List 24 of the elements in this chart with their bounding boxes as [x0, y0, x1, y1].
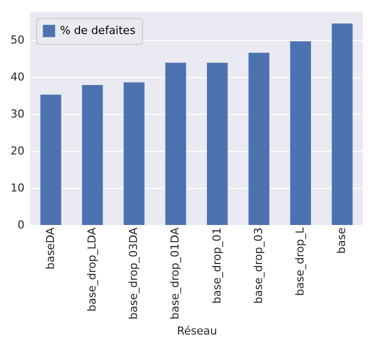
x-tick-label: base_drop_01 — [210, 228, 224, 304]
bar — [248, 52, 270, 225]
x-tick-label: base_drop_03DA — [127, 227, 140, 320]
bar — [290, 41, 311, 225]
x-tick-label: base_drop_L — [294, 226, 307, 296]
bar — [124, 82, 144, 225]
x-tick-label: baseDA — [44, 227, 57, 270]
bar — [40, 94, 62, 225]
y-tick-label: 50 — [10, 33, 24, 46]
bar — [165, 62, 186, 225]
x-tick-label: base_drop_03 — [252, 228, 265, 304]
y-tick-label: 30 — [10, 107, 24, 120]
bar — [82, 84, 103, 225]
x-tick-label: base — [335, 227, 348, 254]
x-axis-title: Réseau — [176, 324, 218, 338]
bar — [332, 23, 353, 225]
bar — [206, 62, 228, 225]
x-tick-label: base_drop_01DA — [168, 227, 182, 320]
y-tick-label: 20 — [10, 144, 24, 158]
y-tick-label: 40 — [10, 70, 24, 84]
legend-label: % de defaites — [60, 24, 136, 37]
x-tick-label: base_drop_LDA — [85, 227, 98, 312]
y-tick-label: 0 — [18, 218, 24, 232]
y-tick-label: 10 — [10, 181, 24, 194]
